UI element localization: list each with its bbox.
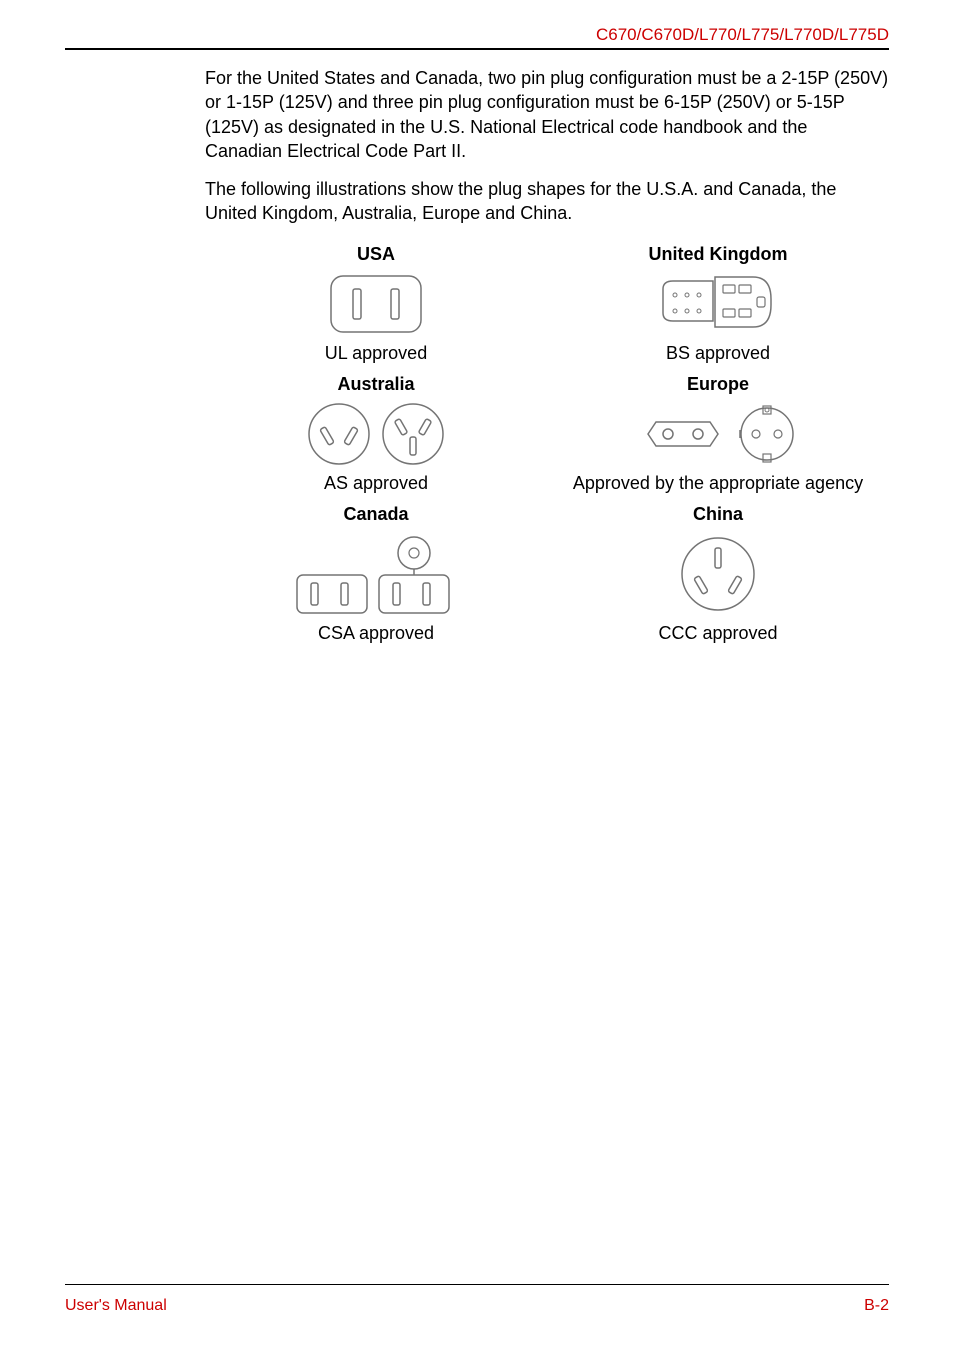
content-area: For the United States and Canada, two pi… — [205, 66, 889, 654]
plug-title: Canada — [343, 504, 408, 525]
footer-right: B-2 — [864, 1297, 889, 1315]
plug-caption: CCC approved — [658, 623, 777, 644]
header-rule — [65, 48, 889, 50]
footer-left: User's Manual — [65, 1297, 167, 1315]
page: C670/C670D/L770/L775/L770D/L775D For the… — [0, 0, 954, 1345]
plug-caption: UL approved — [325, 343, 427, 364]
plug-title: China — [693, 504, 743, 525]
plug-australia-icon — [306, 401, 446, 467]
header-product-line: C670/C670D/L770/L775/L770D/L775D — [596, 25, 889, 45]
plug-title: Europe — [687, 374, 749, 395]
footer-rule — [65, 1284, 889, 1285]
plug-title: United Kingdom — [649, 244, 788, 265]
plug-china-icon — [678, 531, 758, 617]
plug-cell-uk: United Kingdom — [547, 244, 889, 364]
plug-cell-europe: Europe — [547, 374, 889, 494]
plug-uk-icon — [653, 271, 783, 337]
plug-caption: AS approved — [324, 473, 428, 494]
plug-usa-icon — [326, 271, 426, 337]
plug-europe-icon — [638, 401, 798, 467]
plug-caption: CSA approved — [318, 623, 434, 644]
plug-cell-china: China CCC approved — [547, 504, 889, 644]
plug-caption: Approved by the appropriate agency — [573, 473, 863, 494]
footer: User's Manual B-2 — [65, 1297, 889, 1315]
plug-title: Australia — [337, 374, 414, 395]
plug-cell-canada: Canada CSA approved — [205, 504, 547, 644]
plug-title: USA — [357, 244, 395, 265]
plug-cell-australia: Australia AS approved — [205, 374, 547, 494]
plug-caption: BS approved — [666, 343, 770, 364]
plug-canada-icon — [291, 531, 461, 617]
plug-cell-usa: USA UL approved — [205, 244, 547, 364]
paragraph-1: For the United States and Canada, two pi… — [205, 66, 889, 163]
plug-table: USA UL approved United Kingdom — [205, 244, 889, 654]
paragraph-2: The following illustrations show the plu… — [205, 177, 889, 226]
